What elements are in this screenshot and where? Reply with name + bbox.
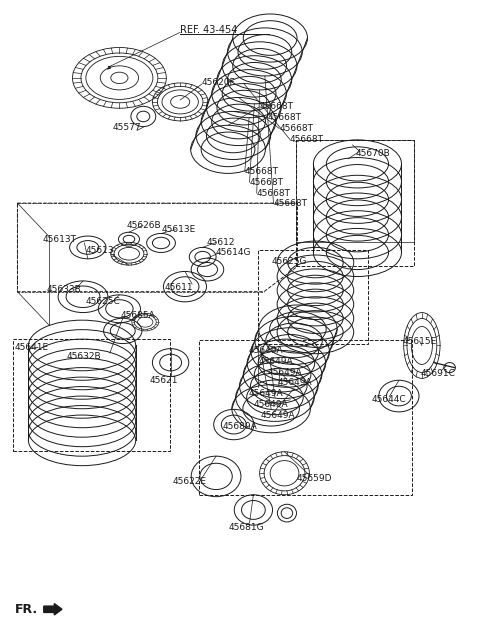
- Text: 45649A: 45649A: [268, 368, 302, 377]
- Text: 45615E: 45615E: [403, 337, 437, 346]
- Text: 45633B: 45633B: [46, 285, 81, 294]
- Text: 45613E: 45613E: [161, 225, 196, 234]
- Bar: [199, 340, 412, 495]
- Text: 45649A: 45649A: [253, 400, 288, 409]
- Text: 45611: 45611: [164, 283, 193, 292]
- Text: 45625C: 45625C: [86, 297, 120, 306]
- Text: 45668T: 45668T: [290, 135, 324, 144]
- Text: 45622E: 45622E: [173, 477, 207, 486]
- Text: 45685A: 45685A: [120, 311, 155, 320]
- Text: 45668T: 45668T: [274, 199, 308, 208]
- Text: 45668T: 45668T: [245, 167, 279, 176]
- Text: 45668T: 45668T: [257, 188, 291, 198]
- Text: 45649A: 45649A: [277, 378, 312, 387]
- Text: 45668T: 45668T: [268, 113, 302, 122]
- Text: 45649A: 45649A: [258, 357, 293, 366]
- Bar: [258, 250, 368, 344]
- Text: 45659D: 45659D: [297, 474, 332, 483]
- Text: 45620F: 45620F: [202, 79, 235, 87]
- Text: 45613: 45613: [86, 246, 115, 255]
- Text: 45632B: 45632B: [67, 352, 101, 361]
- Bar: [12, 339, 169, 451]
- Text: 45649A: 45649A: [261, 411, 295, 420]
- Text: 45691C: 45691C: [421, 370, 456, 378]
- Text: 45668T: 45668T: [250, 178, 284, 187]
- Text: 45649A: 45649A: [249, 389, 283, 398]
- Text: 45670B: 45670B: [356, 149, 391, 158]
- Text: 45612: 45612: [206, 238, 235, 247]
- Text: REF. 43-454: REF. 43-454: [180, 25, 238, 36]
- Text: 45649A: 45649A: [249, 346, 283, 355]
- Text: 45668T: 45668T: [259, 103, 293, 112]
- FancyArrow shape: [44, 604, 62, 615]
- Text: 45681G: 45681G: [228, 523, 264, 532]
- Text: 45641E: 45641E: [15, 343, 49, 352]
- Bar: [297, 140, 414, 266]
- Text: 45613T: 45613T: [43, 235, 77, 244]
- Text: 45668T: 45668T: [279, 124, 313, 133]
- Text: 45626B: 45626B: [126, 221, 161, 230]
- Text: 45577: 45577: [112, 123, 141, 132]
- Text: 45689A: 45689A: [223, 422, 257, 431]
- Text: 45625G: 45625G: [271, 257, 307, 266]
- Text: FR.: FR.: [15, 603, 38, 616]
- Text: 45614G: 45614G: [215, 248, 251, 257]
- Text: 45621: 45621: [149, 376, 178, 385]
- Text: 45644C: 45644C: [372, 395, 406, 404]
